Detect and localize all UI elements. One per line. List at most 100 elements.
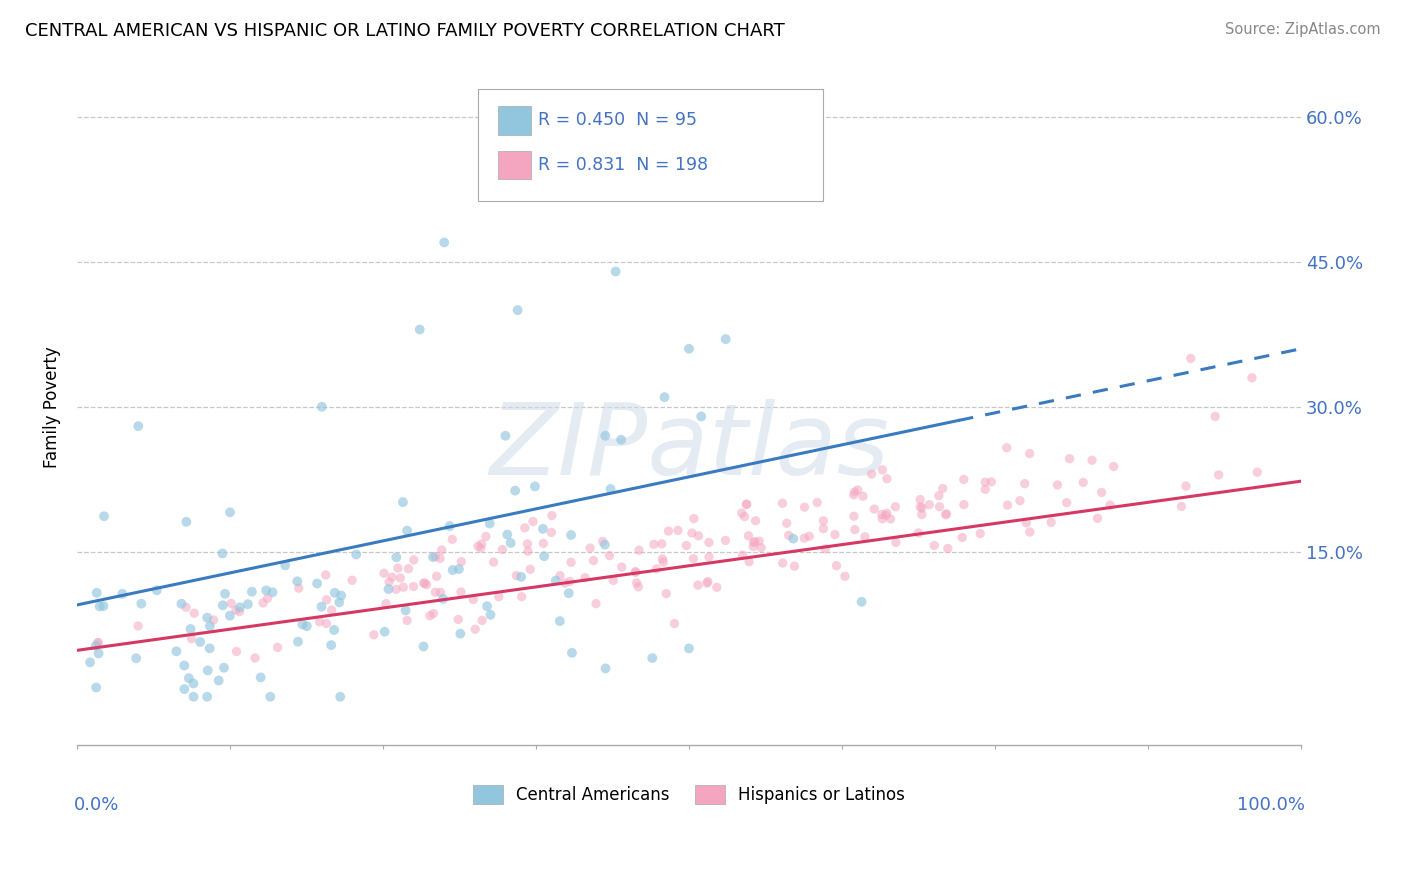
Point [180, 632, 202, 646]
Point [344, 548, 367, 562]
Point [229, 600, 252, 615]
Point [806, 495, 828, 509]
Point [170, 597, 193, 611]
Point [853, 530, 876, 544]
Point [219, 596, 242, 610]
Point [381, 570, 404, 584]
Point [308, 615, 330, 629]
Point [323, 586, 346, 600]
Text: CENTRAL AMERICAN VS HISPANIC OR LATINO FAMILY POVERTY CORRELATION CHART: CENTRAL AMERICAN VS HISPANIC OR LATINO F… [25, 22, 785, 40]
Point [329, 690, 352, 704]
Text: R = 0.831  N = 198: R = 0.831 N = 198 [538, 156, 709, 174]
Point [624, 566, 647, 580]
Point [793, 500, 815, 515]
Point [870, 508, 893, 522]
Point [285, 574, 308, 589]
Point [402, 553, 425, 567]
Point [478, 516, 501, 531]
Point [79, 656, 101, 670]
Point [517, 544, 540, 558]
Point [228, 605, 250, 619]
Point [1008, 493, 1031, 508]
Point [531, 522, 554, 536]
Point [1014, 476, 1036, 491]
Point [503, 483, 526, 498]
Point [697, 535, 720, 549]
Point [560, 555, 582, 569]
Point [548, 614, 571, 628]
Point [876, 472, 898, 486]
Point [1040, 516, 1063, 530]
Point [582, 553, 605, 567]
Point [422, 607, 444, 621]
Point [714, 533, 737, 548]
Point [772, 556, 794, 570]
Point [585, 597, 607, 611]
Point [654, 390, 676, 404]
Point [392, 495, 415, 509]
Point [412, 640, 434, 654]
Point [87, 636, 110, 650]
Point [1170, 500, 1192, 514]
Point [173, 681, 195, 696]
Point [655, 586, 678, 600]
Point [373, 566, 395, 581]
Point [475, 599, 498, 614]
Point [450, 585, 472, 599]
Point [834, 569, 856, 583]
Point [429, 585, 451, 599]
Point [602, 574, 624, 588]
Point [450, 555, 472, 569]
Point [884, 535, 907, 549]
Point [696, 574, 718, 589]
Point [696, 576, 718, 591]
Point [738, 555, 761, 569]
Point [479, 607, 502, 622]
Point [1174, 479, 1197, 493]
Point [183, 606, 205, 620]
Point [908, 492, 931, 507]
Point [814, 541, 837, 556]
Point [592, 534, 614, 549]
Point [772, 496, 794, 510]
Point [464, 622, 486, 636]
Point [1046, 478, 1069, 492]
Point [385, 582, 408, 597]
Point [93, 599, 115, 613]
Point [824, 527, 846, 541]
Point [911, 501, 934, 516]
Point [219, 505, 242, 519]
Point [402, 580, 425, 594]
Point [516, 537, 538, 551]
Point [510, 570, 533, 584]
Point [748, 534, 770, 549]
Point [519, 562, 541, 576]
Point [678, 641, 700, 656]
Point [541, 508, 564, 523]
Point [1018, 447, 1040, 461]
Point [340, 574, 363, 588]
Point [666, 524, 689, 538]
Point [907, 525, 929, 540]
Point [643, 537, 665, 551]
Point [844, 523, 866, 537]
Point [879, 512, 901, 526]
Point [697, 549, 720, 564]
Point [225, 644, 247, 658]
Point [778, 528, 800, 542]
Point [533, 536, 555, 550]
Point [813, 514, 835, 528]
Point [311, 400, 333, 414]
Point [1246, 465, 1268, 479]
Point [558, 574, 581, 589]
Point [627, 580, 650, 594]
Point [385, 550, 408, 565]
Point [678, 342, 700, 356]
Point [682, 551, 704, 566]
Point [974, 475, 997, 490]
Point [315, 568, 337, 582]
Point [1240, 371, 1263, 385]
Point [499, 536, 522, 550]
Point [688, 529, 710, 543]
Point [254, 583, 277, 598]
